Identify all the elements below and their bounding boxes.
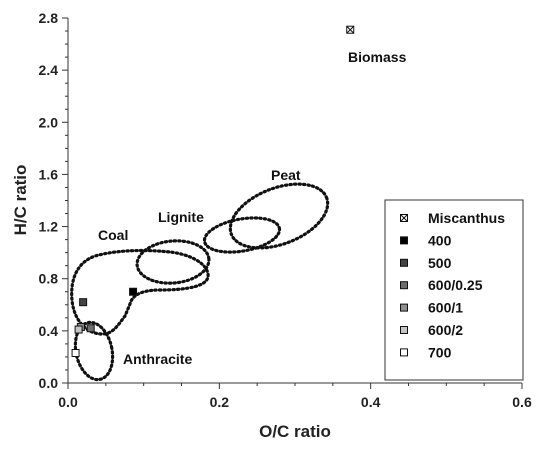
coal-region [70, 248, 210, 336]
region-label-peat: Peat [271, 167, 301, 183]
coal-region-boundaries [70, 182, 330, 382]
data-point-600-0-25 [86, 324, 95, 333]
y-tick-label: 1.2 [39, 219, 59, 235]
y-tick-label: 0.4 [39, 323, 59, 339]
legend-label-400: 400 [428, 232, 452, 248]
legend-label-700: 700 [428, 344, 452, 360]
legend-label-600-2: 600/2 [428, 322, 463, 338]
data-point-miscanthus-cross [346, 25, 355, 34]
legend-marker-600-0-25 [400, 281, 408, 290]
legend-label-600-0-25: 600/0.25 [428, 277, 483, 293]
coal-lignite-overlap-region [135, 239, 211, 285]
region-label-lignite: Lignite [158, 209, 204, 225]
y-tick-label: 0.8 [39, 271, 59, 287]
y-tick-label: 2.4 [39, 62, 59, 78]
y-axis-title: H/C ratio [11, 165, 30, 236]
lignite-region [202, 216, 282, 254]
y-tick-label: 2.0 [39, 114, 59, 130]
x-axis-title: O/C ratio [259, 422, 331, 441]
tick-labels: 0.0 0.4 0.8 1.2 1.6 2.0 2.4 2.8 0.0 0.2 0.4 0.6 [39, 10, 532, 410]
legend-marker-700 [400, 348, 408, 357]
legend-marker-600-2 [400, 326, 408, 334]
legend-marker-600-1 [400, 303, 408, 312]
data-point-600-2 [74, 325, 83, 334]
data-point-400 [129, 287, 138, 296]
legend-label-600-1: 600/1 [428, 300, 463, 316]
legend: Miscanthus 400 500 600/0.25 600/1 600/2 700 [384, 199, 524, 381]
x-tick-label: 0.4 [361, 394, 381, 410]
y-tick-label: 2.8 [39, 10, 59, 26]
y-tick-label: 0.0 [39, 375, 59, 391]
data-points [71, 25, 355, 358]
legend-marker-miscanthus-cross [400, 214, 408, 222]
legend-label-500: 500 [428, 255, 452, 271]
legend-label-miscanthus: Miscanthus [428, 210, 505, 226]
legend-marker-400 [400, 236, 408, 245]
ticks [62, 17, 523, 389]
data-point-700 [71, 349, 80, 358]
region-label-coal: Coal [98, 227, 128, 243]
x-tick-label: 0.0 [58, 394, 78, 410]
y-tick-label: 1.6 [39, 166, 59, 182]
region-label-anthracite: Anthracite [123, 351, 192, 367]
region-labels: Biomass Peat Lignite Coal Anthracite [98, 49, 407, 367]
legend-marker-500 [400, 258, 408, 267]
peat-region [228, 182, 330, 250]
data-point-500 [79, 298, 88, 307]
x-tick-label: 0.6 [512, 394, 532, 410]
region-label-biomass: Biomass [348, 49, 407, 65]
x-tick-label: 0.2 [210, 394, 230, 410]
